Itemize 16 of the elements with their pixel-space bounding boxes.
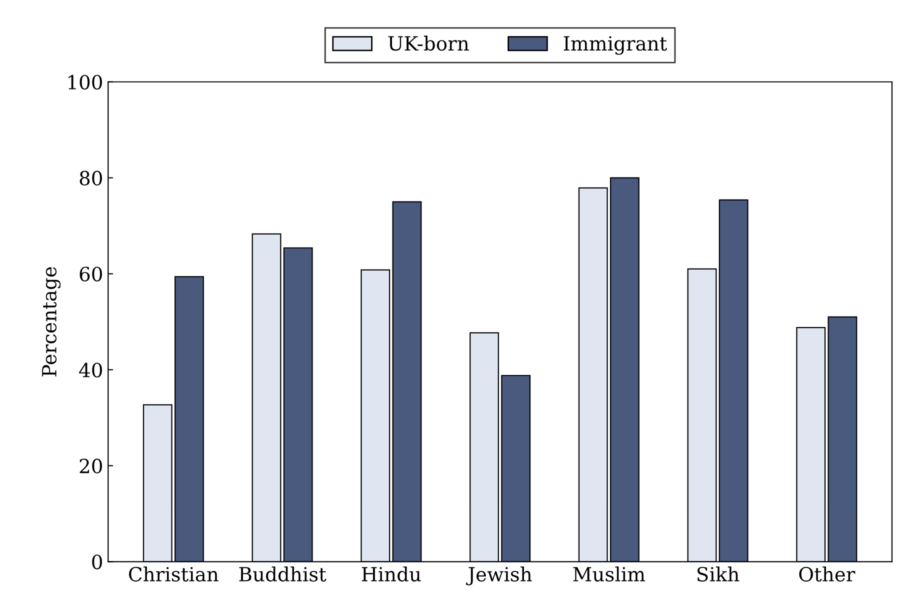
legend-label: UK-born xyxy=(388,36,469,51)
y-tick-label: 20 xyxy=(80,458,102,474)
y-tick-label: 40 xyxy=(79,362,102,378)
y-tick-label: 100 xyxy=(68,74,102,90)
x-tick-label: Sikh xyxy=(698,566,740,582)
legend-label: Immigrant xyxy=(564,36,668,55)
y-tick-label: 0 xyxy=(92,554,102,570)
x-tick-label: Other xyxy=(799,566,856,582)
x-tick-label: Jewish xyxy=(466,566,532,586)
x-tick-label: Hindu xyxy=(362,566,421,582)
x-tick-label: Christian xyxy=(129,566,218,582)
x-tick-label: Buddhist xyxy=(239,566,326,582)
y-axis-title: Percentage xyxy=(42,267,61,376)
x-tick-label: Muslim xyxy=(573,566,646,582)
y-tick-label: 60 xyxy=(80,266,102,282)
y-tick-label: 80 xyxy=(80,170,102,186)
